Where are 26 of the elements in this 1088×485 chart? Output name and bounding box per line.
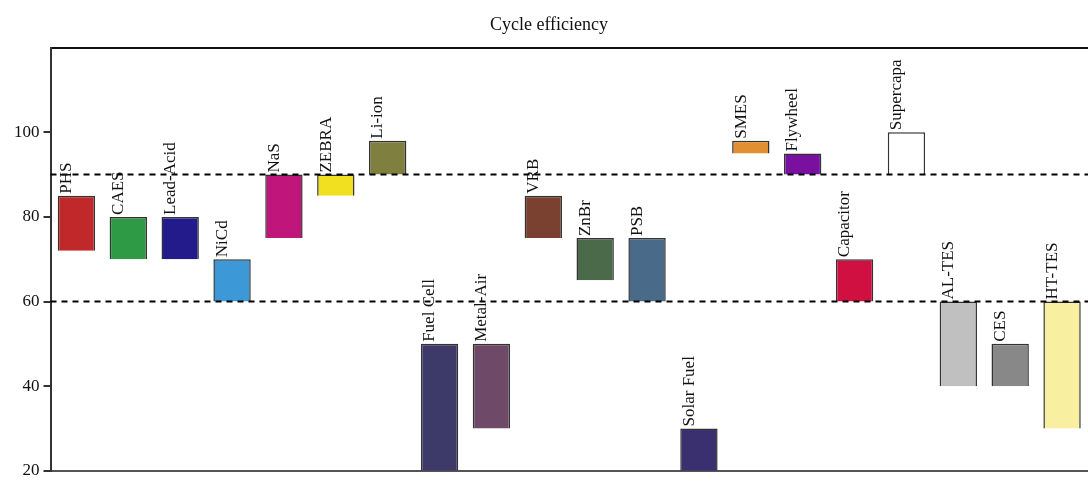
y-tick-label: 60 [22, 290, 40, 310]
chart-title: Cycle efficiency [489, 13, 609, 34]
x-tick-label: AL-TES [938, 240, 958, 300]
x-tick-label: Flywheel [782, 87, 802, 152]
x-tick-label: HT-TES [1041, 242, 1061, 300]
x-tick-label: CES [989, 310, 1009, 342]
x-tick-label: VRB [523, 158, 543, 194]
x-tick-label: Solar Fuel [678, 355, 698, 427]
x-tick-label: NaS [263, 143, 283, 173]
y-tick-label: 20 [22, 460, 40, 480]
x-tick-label: PHS [56, 162, 76, 194]
x-tick-label: ZEBRA [315, 116, 335, 173]
x-tick-label: NiCd [211, 219, 231, 258]
y-tick-label: 80 [22, 206, 40, 226]
x-tick-label: Fuel Cell [419, 278, 439, 342]
x-tick-label: Metal-Air [471, 273, 491, 342]
x-tick-label: PSB [626, 205, 646, 237]
y-tick-label: 100 [14, 121, 40, 141]
x-tick-label: Li-ion [367, 95, 387, 139]
x-tick-label: Capacitor [834, 190, 854, 258]
y-tick-label: 40 [22, 375, 40, 395]
x-tick-label: ZnBr [574, 199, 594, 237]
x-tick-label: CAES [108, 171, 128, 215]
x-tick-label: SMES [730, 94, 750, 139]
x-tick-label: Supercapa [886, 58, 906, 131]
x-tick-label: Lead-Acid [159, 141, 179, 215]
